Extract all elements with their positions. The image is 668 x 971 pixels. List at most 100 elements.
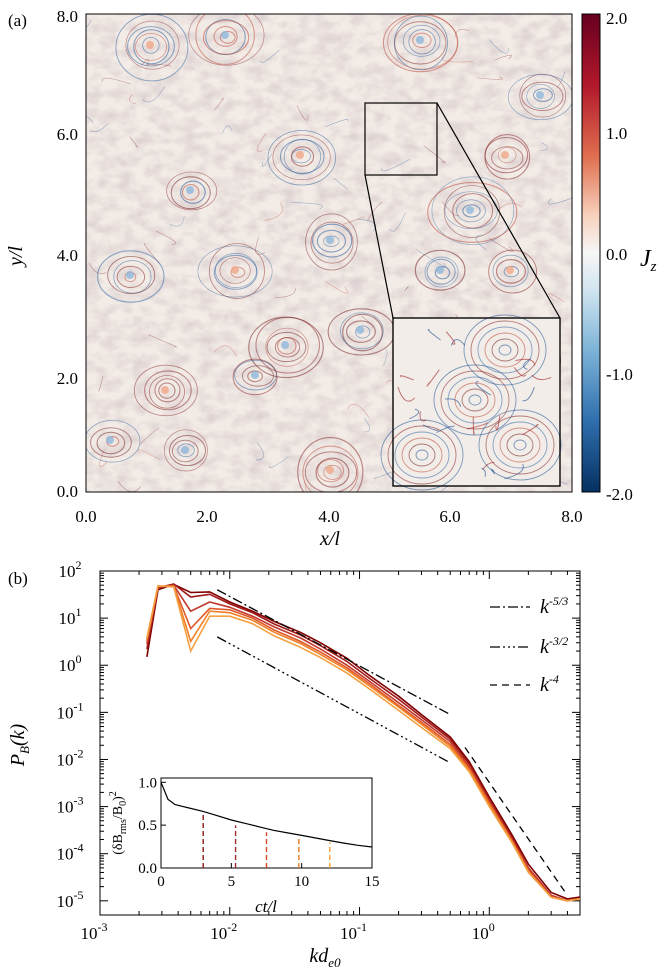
vortex-contour: [412, 32, 432, 48]
vortex-core: [181, 446, 189, 454]
vortex-contour: [135, 32, 167, 61]
y-tick-label: 100: [59, 652, 82, 675]
inset-y-axis-label: (δBrms/B0)2: [108, 791, 129, 855]
current-density-map: [86, 14, 572, 492]
current-filament: [404, 286, 409, 292]
vortex-contour: [484, 134, 531, 180]
inset-filament: [426, 369, 440, 387]
inset-vortex-contour: [447, 376, 503, 424]
vortex-contour: [148, 375, 185, 409]
current-filament: [296, 104, 309, 121]
vortex-contour: [507, 74, 572, 120]
current-filament: [381, 158, 411, 172]
inset-vortex-contour: [408, 443, 436, 467]
vortex-contour: [426, 258, 456, 285]
colorbar: [581, 13, 601, 493]
y-tick-label: 10-2: [57, 746, 84, 769]
inset-filament: [419, 411, 427, 422]
vortex-contour: [302, 445, 359, 492]
y-tick-label: 10-5: [57, 888, 84, 911]
vortex-contour: [202, 20, 250, 55]
vortex-contour: [456, 199, 486, 223]
vortex-contour: [521, 81, 564, 112]
inset-filament: [531, 374, 552, 381]
current-filament: [326, 281, 349, 294]
panel-a-x-ticks: 0.0 2.0 4.0 6.0 8.0: [75, 507, 582, 526]
current-filament: [324, 119, 349, 128]
current-filament: [89, 123, 108, 133]
vortex-contour: [116, 265, 146, 288]
inset-filament: [427, 329, 441, 341]
inset-vortex-contour: [394, 431, 450, 479]
inset-filament: [472, 416, 475, 436]
map-frame: [85, 13, 573, 493]
legend-k-4: k-4: [540, 672, 559, 696]
vortex-contour: [144, 370, 192, 411]
current-filament: [86, 20, 92, 29]
vortex-contour: [342, 313, 383, 352]
current-filament: [540, 142, 549, 151]
inset-filament: [445, 331, 456, 345]
x-tick-label: 10-3: [81, 920, 108, 943]
x-tick-label: 10-1: [340, 920, 367, 943]
inset-vortex-contour: [498, 344, 512, 356]
vortex-contour: [107, 255, 156, 295]
vortex-contour: [297, 437, 364, 492]
vortex-contour: [382, 14, 459, 73]
vortex-contour: [133, 29, 170, 65]
current-filament: [489, 238, 514, 253]
current-filament: [255, 237, 265, 256]
current-filament: [140, 428, 160, 445]
reference-slope-line: [216, 589, 451, 716]
reference-slopes: [216, 589, 566, 892]
vortex-contour: [219, 30, 236, 44]
vortex-contour: [402, 24, 441, 57]
current-filament: [363, 418, 371, 433]
vortex-contour: [444, 191, 498, 230]
vortex-contour: [234, 359, 277, 391]
inset-vortex-contour: [477, 326, 533, 374]
current-filament: [256, 133, 267, 152]
colorbar-tick-label: -1.0: [606, 365, 633, 384]
vortex-contour: [323, 464, 342, 480]
y-tick-label: 101: [59, 605, 82, 628]
spectrum-series-line: [146, 583, 580, 900]
y-tick-label: 10-1: [57, 699, 84, 722]
current-filament: [361, 316, 373, 329]
vortex-contour: [497, 147, 517, 164]
current-filament: [475, 234, 487, 251]
vortex-contour: [304, 451, 358, 492]
vortex-contour: [158, 382, 176, 399]
current-filament: [86, 115, 94, 123]
vortex-contour: [177, 443, 195, 458]
panel-a-y-axis-label: y/l: [5, 246, 27, 268]
current-filament: [255, 442, 264, 461]
x-tick-label: 8.0: [561, 507, 582, 526]
vortex-contour: [86, 419, 141, 463]
vortex-contour: [188, 14, 265, 66]
vortex-contour: [241, 365, 274, 387]
vortex-contour: [452, 193, 494, 229]
x-tick-label: 4.0: [318, 507, 339, 526]
vortex-core: [126, 271, 134, 279]
vortex-contour: [340, 312, 384, 350]
inset-filament: [522, 424, 539, 436]
vortex-contour: [274, 337, 301, 358]
vortex-contour: [181, 183, 200, 201]
vortex-core: [501, 151, 509, 159]
vortex-contour: [526, 84, 555, 109]
vortex-contour: [142, 36, 160, 54]
vortex-contour: [125, 20, 180, 70]
inset-vortex-contour: [387, 425, 457, 485]
zoom-region-box: [364, 102, 438, 176]
current-filament: [88, 262, 107, 274]
current-filament: [137, 449, 161, 461]
vortex-contour: [495, 259, 526, 284]
vortex-contour: [427, 182, 518, 243]
vortex-core: [416, 36, 424, 44]
current-filament: [494, 54, 512, 61]
colorbar-tick-label: 0.0: [606, 245, 627, 264]
energy-inset: 0 5 10 15 0.0 0.5 1.0 ct/l (δBrms/B0)2: [108, 775, 380, 916]
inset-vortex-contour: [415, 449, 429, 461]
inset-filament: [397, 386, 416, 402]
